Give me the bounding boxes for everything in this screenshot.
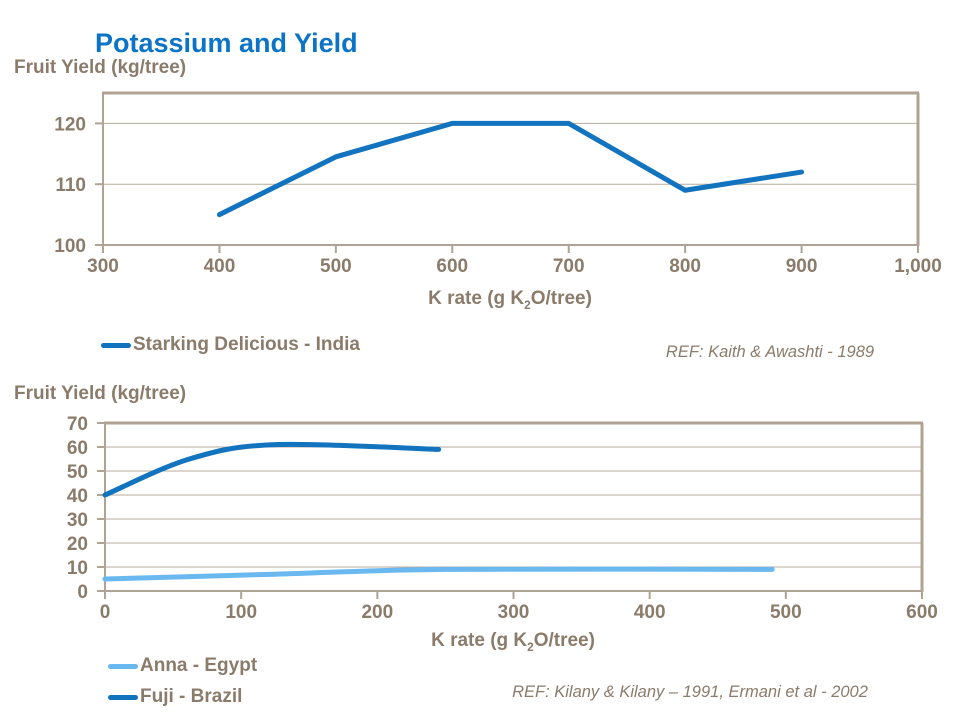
y-tick-label: 120: [54, 114, 86, 135]
y-tick-label: 30: [67, 510, 88, 531]
page-title: Potassium and Yield: [95, 28, 358, 59]
x-tick-label: 100: [225, 602, 257, 623]
x-tick-label: 500: [770, 602, 802, 623]
y-tick-label: 110: [55, 175, 86, 196]
y-tick-label: 50: [67, 462, 88, 483]
x-axis-title-text: O/tree): [530, 288, 592, 309]
x-axis-title-subscript: 2: [524, 298, 531, 312]
y-tick-label: 10: [67, 558, 88, 579]
x-axis-title-subscript: 2: [527, 640, 534, 654]
x-tick-label: 400: [634, 602, 666, 623]
bottom-chart-x-axis-title: K rate (g K2O/tree): [333, 630, 693, 654]
y-tick-label: 40: [67, 486, 88, 507]
x-axis-title-text: O/tree): [533, 630, 595, 651]
x-axis-title-text: K rate (g K: [428, 288, 525, 309]
top-chart-reference: REF: Kaith & Awashti - 1989: [665, 343, 875, 361]
top-chart-canvas: 300 400 500 600 700 800 900 1,000 100 110 120: [54, 91, 942, 277]
series-line: [102, 566, 775, 582]
top-chart-y-axis-title: Fruit Yield (kg/tree): [14, 57, 187, 78]
legend-item: Starking Delicious - India: [101, 333, 360, 357]
x-tick-label: 300: [87, 256, 119, 277]
x-axis-title-text: K rate (g K: [431, 630, 528, 651]
x-tick-label: 800: [669, 256, 701, 277]
y-tick-label: 100: [54, 236, 86, 257]
series-line: [216, 120, 805, 218]
legend-item: Fuji - Brazil: [108, 685, 257, 709]
series-line: [102, 441, 442, 498]
x-tick-label: 500: [320, 256, 352, 277]
x-tick-label: 600: [906, 602, 938, 623]
legend-item: Anna - Egypt: [108, 654, 257, 678]
legend-label: Anna - Egypt: [140, 655, 258, 676]
legend-line-swatch-light-blue: [108, 663, 138, 669]
x-tick-label: 200: [361, 602, 393, 623]
x-tick-label: 1,000: [894, 256, 942, 277]
x-tick-label: 600: [436, 256, 468, 277]
legend-label: Starking Delicious - India: [133, 334, 360, 355]
y-tick-label: 20: [67, 534, 88, 555]
y-tick-label: 60: [67, 438, 88, 459]
bottom-chart-canvas: 0 100 200 300 400 500 600 0 10 20 30 40 50 60 70: [67, 414, 938, 623]
x-tick-label: 300: [498, 602, 530, 623]
bottom-chart-reference: REF: Kilany & Kilany – 1991, Ermani et a…: [512, 683, 868, 701]
x-tick-label: 900: [786, 256, 818, 277]
x-tick-label: 700: [553, 256, 585, 277]
bottom-chart-legend: Anna - Egypt Fuji - Brazil: [108, 654, 257, 709]
y-tick-label: 0: [77, 582, 88, 603]
y-tick-label: 70: [67, 414, 88, 435]
bottom-chart-y-axis-title: Fruit Yield (kg/tree): [14, 383, 187, 404]
x-tick-label: 400: [204, 256, 236, 277]
legend-line-swatch-dark-blue: [108, 694, 138, 700]
legend-line-swatch-dark-blue: [101, 342, 131, 348]
top-chart-legend: Starking Delicious - India: [101, 333, 360, 357]
top-chart-x-axis-title: K rate (g K2O/tree): [330, 288, 690, 312]
x-tick-label: 0: [100, 602, 111, 623]
legend-label: Fuji - Brazil: [140, 686, 243, 707]
